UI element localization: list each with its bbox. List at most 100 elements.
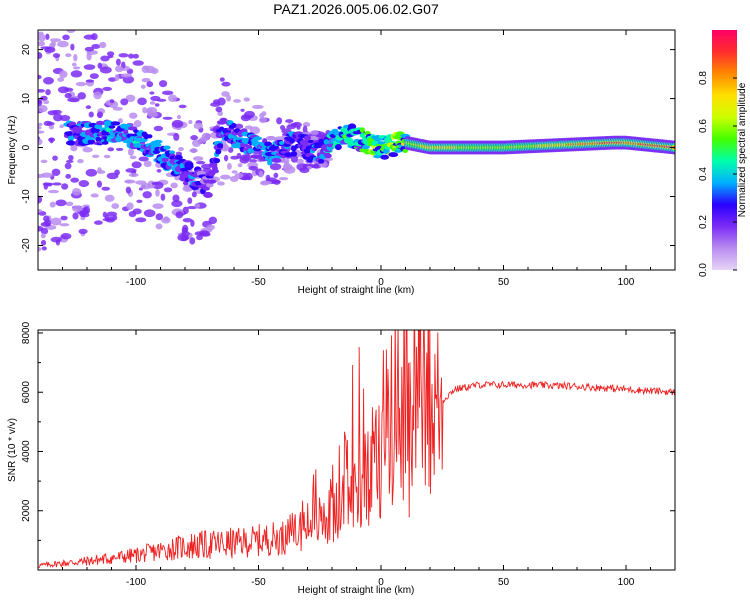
spectrogram-xtick-label: -50 bbox=[251, 277, 266, 288]
spectrogram-cell bbox=[210, 102, 221, 107]
spectrogram-cell bbox=[104, 194, 115, 202]
spectrogram-cell bbox=[234, 172, 244, 179]
spectrogram-cell bbox=[49, 201, 56, 208]
spectrogram-cell bbox=[42, 182, 53, 186]
spectrogram-cell bbox=[71, 62, 77, 67]
spectrogram-cell bbox=[290, 122, 298, 127]
spectrogram-cell bbox=[142, 191, 152, 199]
spectrogram-cell bbox=[283, 165, 296, 174]
spectrogram-cell bbox=[244, 125, 253, 130]
spectrogram-cell bbox=[280, 124, 286, 131]
snr-panel: -100 -50 0 50 100 2000 4000 6000 8000 Height of … bbox=[7, 321, 676, 596]
spectrogram-cell bbox=[361, 144, 370, 150]
spectrogram-cell bbox=[46, 121, 55, 126]
spectrogram-cell bbox=[168, 150, 176, 155]
spectrogram-cell bbox=[78, 228, 88, 235]
spectrogram-cell bbox=[45, 89, 51, 96]
spectrogram-cell bbox=[35, 18, 45, 23]
spectrogram-cell bbox=[38, 33, 46, 42]
spectrogram-cell bbox=[38, 88, 45, 93]
spectrogram-cell bbox=[41, 172, 53, 178]
spectrogram-cell bbox=[43, 219, 52, 227]
spectrogram-cell bbox=[50, 236, 62, 243]
spectrogram-cell bbox=[190, 135, 199, 141]
spectrogram-cell bbox=[40, 95, 48, 101]
spectrogram-cell bbox=[87, 139, 96, 145]
spectrogram-cell bbox=[181, 236, 188, 242]
spectrogram-cell bbox=[77, 92, 86, 100]
spectrogram-cell bbox=[67, 97, 80, 103]
snr-xtick-label: -100 bbox=[126, 577, 146, 588]
spectrogram-cell bbox=[143, 209, 156, 218]
spectrogram-cell bbox=[96, 111, 103, 119]
spectrogram-cell bbox=[38, 209, 43, 213]
spectrogram-cell bbox=[57, 86, 70, 94]
spectrogram-cell bbox=[168, 94, 178, 103]
spectrogram-cell bbox=[186, 165, 193, 171]
spectrogram-cell bbox=[106, 172, 119, 180]
spectrogram-cell bbox=[242, 115, 254, 119]
spectrogram-cell bbox=[247, 148, 255, 154]
spectrogram-cell bbox=[182, 206, 189, 215]
spectrogram-cell bbox=[171, 119, 184, 128]
spectrogram-cell bbox=[153, 125, 164, 132]
spectrogram-cell bbox=[175, 154, 183, 161]
spectrogram-cell bbox=[141, 78, 151, 83]
spectrogram-cell bbox=[125, 94, 136, 103]
spectrogram-cell bbox=[154, 103, 160, 107]
spectrogram-cell bbox=[52, 109, 62, 115]
spectrogram-cell bbox=[126, 202, 134, 210]
snr-xlabel: Height of straight line (km) bbox=[298, 585, 415, 596]
spectrogram-cell bbox=[72, 66, 81, 70]
spectrogram-cell bbox=[265, 135, 276, 141]
spectrogram-cell bbox=[155, 189, 160, 197]
spectrogram-cell bbox=[128, 173, 139, 177]
spectrogram-cell bbox=[93, 220, 103, 225]
spectrogram-cell bbox=[219, 117, 228, 122]
spectrogram-cell bbox=[60, 215, 68, 221]
colorbar-ticks: 0.0 0.2 0.4 0.6 0.8 bbox=[698, 71, 737, 277]
spectrogram-cell bbox=[219, 174, 231, 180]
spectrogram-cell bbox=[70, 144, 78, 152]
spectrogram-cell bbox=[135, 180, 147, 185]
spectrogram-cell bbox=[137, 97, 147, 106]
colorbar-tick-label: 0.8 bbox=[698, 71, 709, 85]
spectrogram-cell bbox=[36, 14, 46, 18]
spectrogram-cell bbox=[239, 154, 252, 161]
spectrogram-cell bbox=[302, 125, 308, 134]
spectrogram-cell bbox=[195, 160, 206, 165]
spectrogram-cell bbox=[53, 113, 63, 122]
spectrogram-cell bbox=[279, 141, 285, 146]
spectrogram-cell bbox=[65, 53, 72, 58]
spectrogram-cell bbox=[115, 147, 124, 151]
spectrogram-cell bbox=[38, 74, 42, 80]
spectrogram-cell bbox=[41, 246, 47, 251]
spectrogram-cell bbox=[38, 41, 46, 47]
spectrogram-cell bbox=[223, 154, 229, 162]
spectrogram-cell bbox=[269, 163, 282, 171]
spectrogram-cell bbox=[154, 139, 163, 144]
spectrogram-cell bbox=[248, 165, 259, 171]
spectrogram-cell bbox=[127, 126, 138, 131]
spectrogram-cell bbox=[318, 158, 325, 164]
spectrogram-cell bbox=[258, 170, 264, 178]
spectrogram-cell bbox=[66, 30, 76, 33]
spectrogram-cell bbox=[43, 99, 50, 105]
spectrogram-cell bbox=[85, 168, 98, 177]
spectrogram-cell bbox=[112, 106, 123, 111]
spectrogram-cell bbox=[129, 112, 138, 119]
snr-ytick-label: 4000 bbox=[21, 440, 32, 463]
spectrogram-cell bbox=[285, 119, 294, 123]
spectrogram-cell bbox=[152, 149, 161, 154]
spectrogram-cell bbox=[40, 30, 42, 31]
spectrogram-cell bbox=[103, 120, 114, 127]
spectrogram-cell bbox=[175, 151, 183, 157]
spectrogram-cell bbox=[295, 158, 304, 164]
spectrogram-cell bbox=[49, 137, 54, 144]
spectrogram-cell bbox=[359, 127, 365, 134]
spectrogram-cell bbox=[108, 125, 116, 129]
spectrogram-cell bbox=[70, 177, 80, 183]
spectrogram-cell bbox=[182, 181, 189, 186]
spectrogram-cell bbox=[101, 186, 111, 191]
spectrogram-cell bbox=[258, 117, 268, 123]
